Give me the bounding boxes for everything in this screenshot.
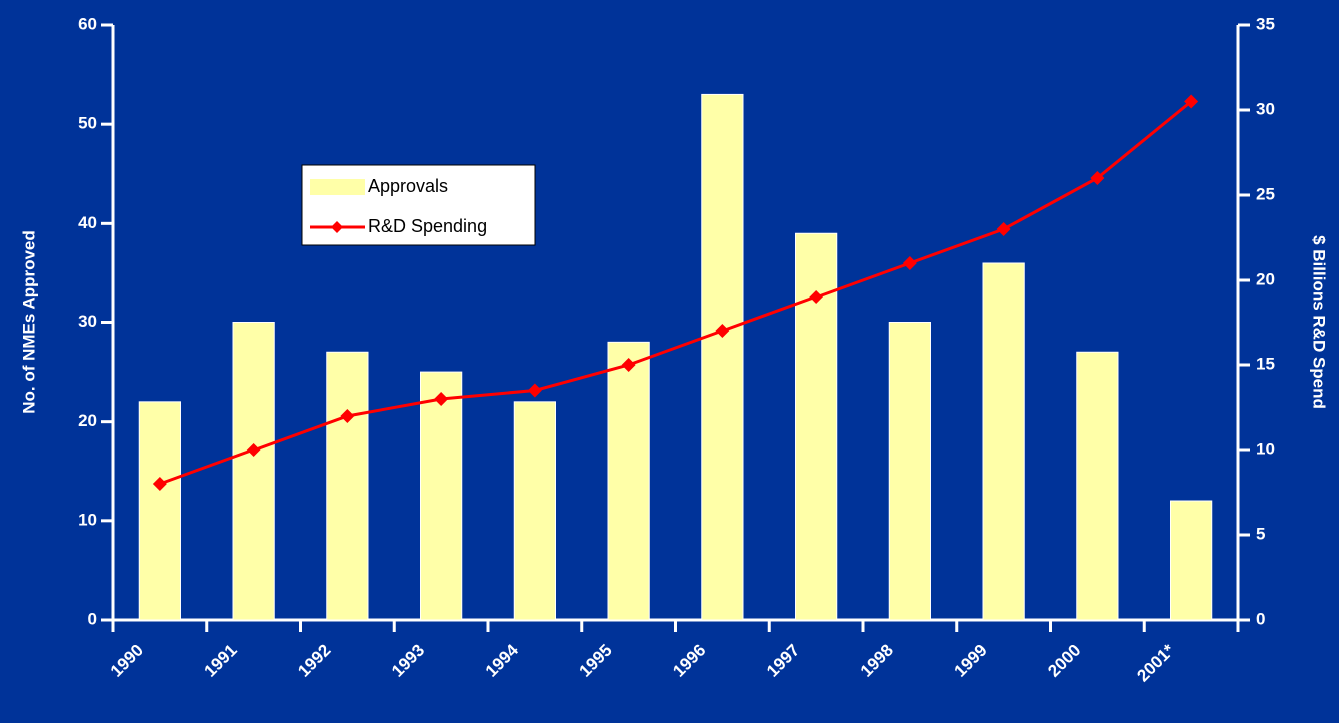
x-tick-label: 2001*	[1133, 640, 1178, 685]
x-tick-label: 1996	[669, 641, 709, 681]
y-axis-label: No. of NMEs Approved	[19, 230, 38, 414]
legend-marker	[331, 221, 343, 233]
y2-tick-label: 5	[1256, 524, 1265, 543]
y2-axis-label: $ Billions R&D Spend	[1310, 235, 1329, 409]
line-marker	[1090, 171, 1105, 185]
y2-tick-label: 15	[1256, 354, 1275, 373]
line-marker	[715, 324, 730, 338]
legend-label: Approvals	[368, 176, 448, 196]
line-marker	[527, 383, 542, 398]
y-tick-label: 20	[78, 411, 97, 430]
line-marker	[152, 477, 167, 491]
y2-tick-label: 10	[1256, 439, 1275, 458]
bar	[1076, 351, 1119, 621]
bar	[138, 401, 181, 621]
line-marker	[809, 290, 824, 304]
x-tick-label: 1997	[763, 641, 803, 681]
legend-swatch	[310, 179, 365, 195]
y-tick-label: 60	[78, 14, 97, 33]
line-marker	[246, 443, 261, 457]
line-marker	[902, 256, 917, 270]
x-tick-label: 1995	[576, 641, 616, 681]
legend: Approvals R&D Spending	[301, 164, 536, 246]
x-tick-label: 1993	[388, 641, 428, 681]
bar	[232, 322, 275, 621]
line-marker	[621, 358, 636, 372]
y2-tick-label: 0	[1256, 609, 1265, 628]
line-marker	[340, 409, 355, 423]
y-tick-label: 30	[78, 312, 97, 331]
x-tick-label: 1992	[294, 641, 334, 681]
y2-tick-label: 35	[1256, 14, 1275, 33]
bar	[701, 93, 744, 621]
y2-tick-label: 20	[1256, 269, 1275, 288]
bar	[1170, 500, 1213, 621]
bar	[888, 322, 931, 621]
bar	[326, 351, 369, 621]
y-tick-label: 10	[78, 510, 97, 529]
y-tick-label: 40	[78, 213, 97, 232]
legend-label: R&D Spending	[368, 216, 487, 236]
bar	[513, 401, 556, 621]
x-tick-label: 1994	[482, 640, 523, 681]
x-tick-label: 1999	[951, 641, 991, 681]
x-tick-label: 1990	[107, 641, 147, 681]
x-tick-label: 2000	[1044, 641, 1084, 681]
line-marker	[996, 222, 1011, 236]
bar	[420, 371, 463, 621]
y2-tick-label: 25	[1256, 184, 1275, 203]
x-tick-label: 1991	[201, 641, 241, 681]
line-marker	[1184, 94, 1199, 109]
x-tick-label: 1998	[857, 641, 897, 681]
bar	[607, 341, 650, 621]
y-tick-label: 50	[78, 114, 97, 133]
y-tick-label: 0	[88, 609, 97, 628]
bar	[982, 262, 1025, 621]
line-marker	[434, 392, 449, 406]
legend-box	[301, 164, 536, 246]
line	[159, 100, 1193, 486]
y2-tick-label: 30	[1256, 99, 1275, 118]
